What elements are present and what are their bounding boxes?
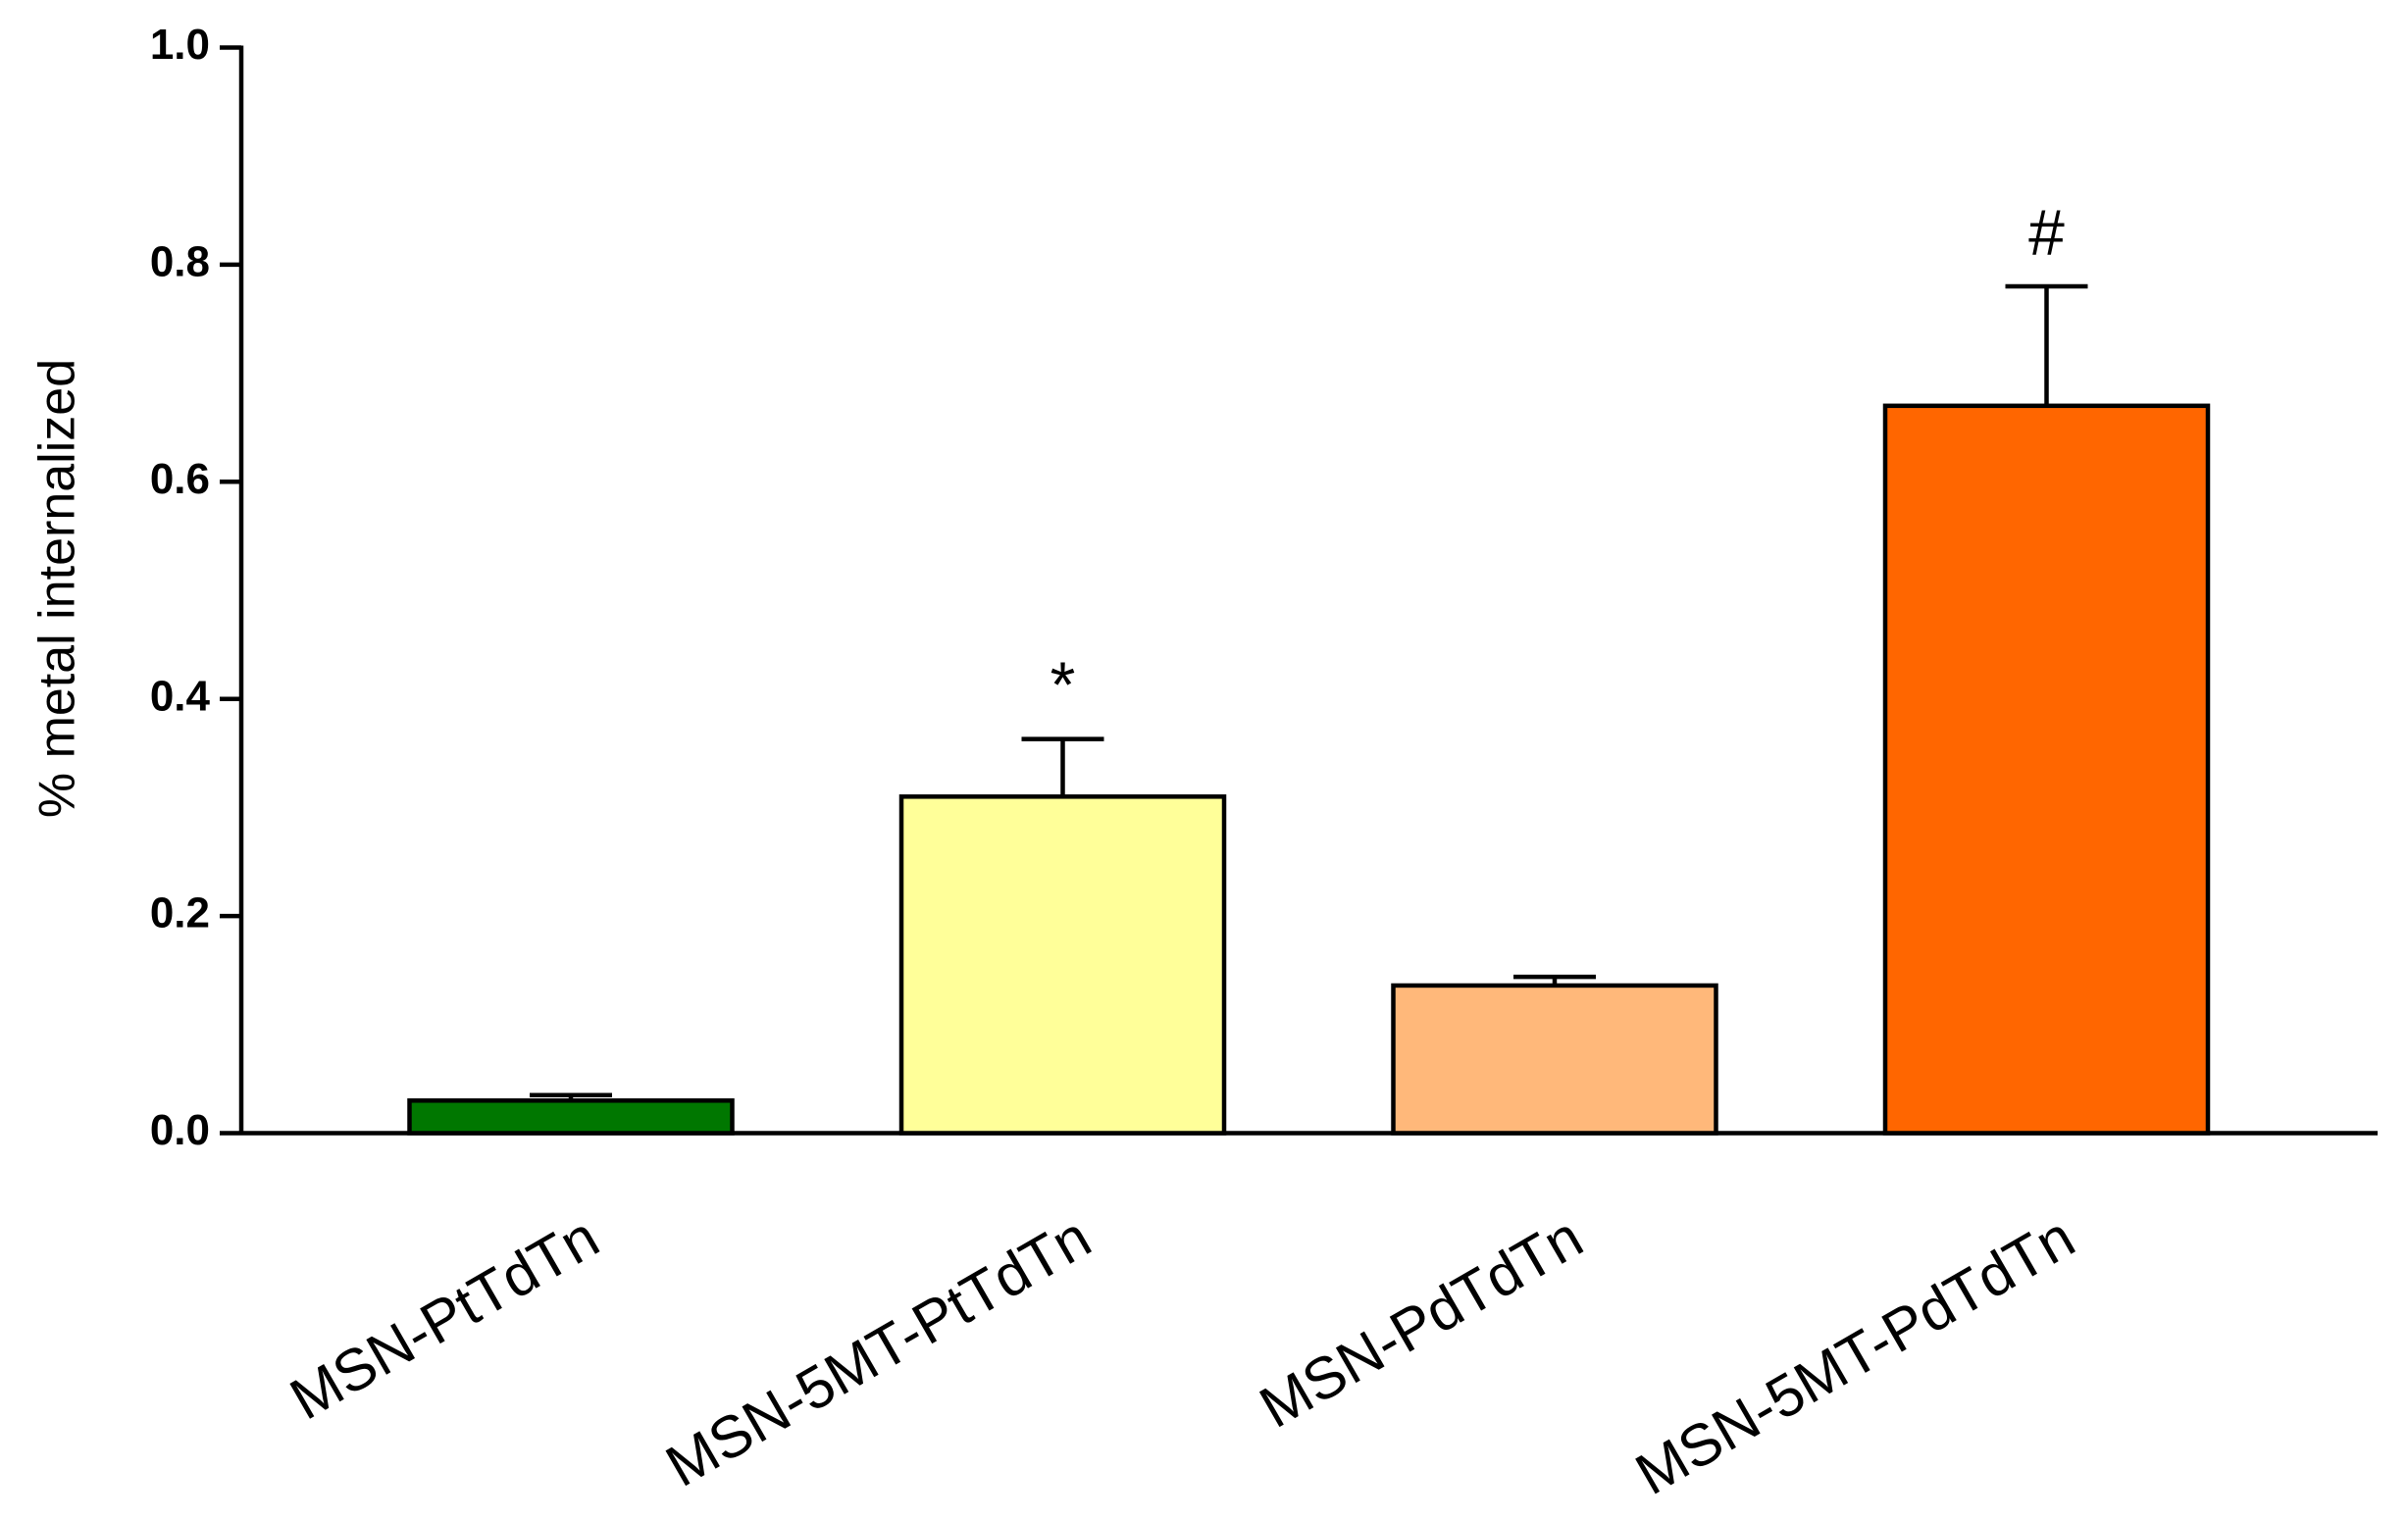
y-tick-label: 1.0 bbox=[150, 21, 210, 69]
x-tick-label: MSN-5MT-PtTdTn bbox=[655, 1203, 1102, 1498]
annotation: * bbox=[1050, 648, 1076, 721]
y-axis-label: % metal internalized bbox=[29, 359, 86, 818]
bar bbox=[407, 1098, 735, 1136]
annotation: # bbox=[2028, 195, 2065, 268]
bar bbox=[1391, 983, 1718, 1136]
x-tick-label: MSN-PtTdTn bbox=[280, 1203, 610, 1432]
y-tick-label: 0.8 bbox=[150, 238, 210, 286]
y-tick-label: 0.2 bbox=[150, 889, 210, 937]
x-tick-label: MSN-PdTdTn bbox=[1249, 1203, 1593, 1440]
y-tick-label: 0.0 bbox=[150, 1106, 210, 1154]
x-tick-label: MSN-5MT-PdTdTn bbox=[1624, 1203, 2084, 1507]
y-tick-label: 0.6 bbox=[150, 455, 210, 503]
bar bbox=[898, 794, 1227, 1136]
bar bbox=[1882, 403, 2211, 1136]
y-tick-label: 0.4 bbox=[150, 672, 211, 720]
